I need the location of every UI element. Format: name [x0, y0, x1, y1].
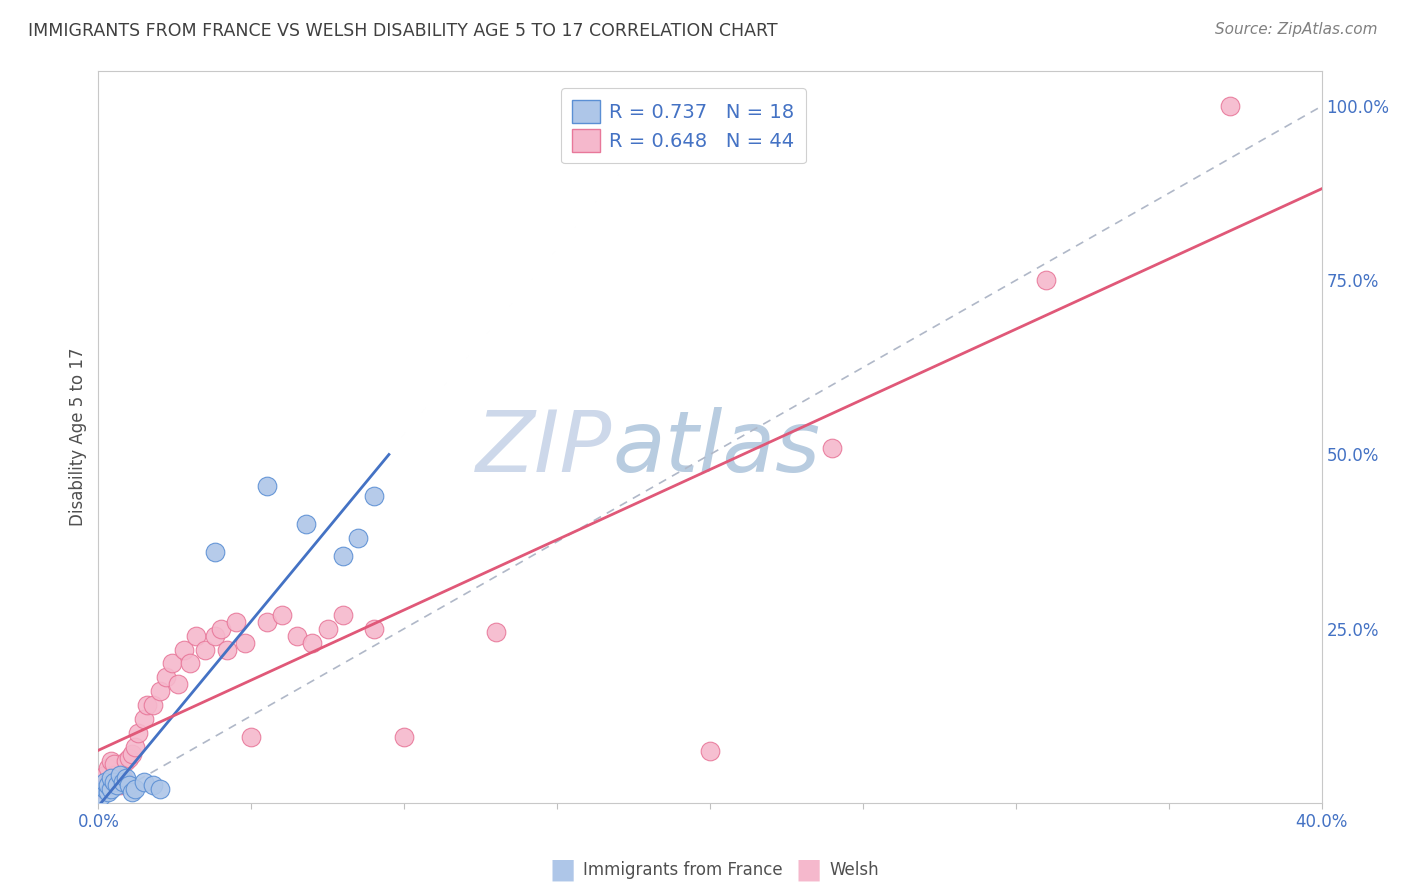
Point [100, 772, 122, 786]
Point [115, 754, 138, 768]
Point [90, 789, 112, 803]
Point [115, 772, 138, 786]
Point [332, 607, 354, 622]
Point [204, 629, 226, 643]
Point [173, 642, 195, 657]
Point [142, 778, 165, 792]
Point [97, 761, 120, 775]
Point [124, 781, 146, 796]
Point [821, 441, 844, 455]
Point [149, 684, 172, 698]
Point [256, 479, 278, 493]
Point [93, 768, 115, 782]
Point [136, 698, 159, 713]
Point [179, 657, 201, 671]
Point [111, 772, 134, 786]
Point [186, 629, 208, 643]
Point [256, 615, 278, 629]
Y-axis label: Disability Age 5 to 17: Disability Age 5 to 17 [69, 348, 87, 526]
Point [93, 778, 115, 792]
Point [118, 750, 141, 764]
Point [155, 670, 177, 684]
Point [142, 698, 165, 713]
Point [233, 635, 256, 649]
Text: IMMIGRANTS FROM FRANCE VS WELSH DISABILITY AGE 5 TO 17 CORRELATION CHART: IMMIGRANTS FROM FRANCE VS WELSH DISABILI… [28, 22, 778, 40]
Point [97, 775, 120, 789]
Point [149, 781, 172, 796]
Point [209, 622, 232, 636]
Point [225, 615, 247, 629]
Point [301, 635, 323, 649]
Text: ZIP: ZIP [475, 407, 612, 490]
Point [124, 740, 146, 755]
Point [363, 622, 385, 636]
Point [1219, 99, 1241, 113]
Point [108, 768, 131, 782]
Point [90, 781, 112, 796]
Point [127, 726, 149, 740]
Point [100, 778, 122, 792]
Text: Source: ZipAtlas.com: Source: ZipAtlas.com [1215, 22, 1378, 37]
Text: atlas: atlas [612, 407, 820, 490]
Text: Immigrants from France: Immigrants from France [583, 861, 783, 879]
Point [363, 489, 385, 503]
Point [118, 778, 141, 792]
Point [111, 775, 134, 789]
Text: ■: ■ [550, 855, 575, 884]
Point [270, 607, 292, 622]
Point [97, 778, 120, 792]
Point [103, 768, 125, 782]
Point [295, 517, 318, 532]
Point [215, 642, 238, 657]
Point [485, 625, 508, 640]
Point [103, 757, 125, 772]
Point [121, 785, 143, 799]
Point [105, 778, 128, 792]
Point [240, 730, 263, 744]
Point [134, 712, 156, 726]
Legend: R = 0.737   N = 18, R = 0.648   N = 44: R = 0.737 N = 18, R = 0.648 N = 44 [561, 88, 806, 163]
Point [285, 629, 308, 643]
Point [1035, 273, 1057, 287]
Point [100, 781, 122, 796]
Point [100, 754, 122, 768]
Point [93, 775, 115, 789]
Point [347, 531, 370, 545]
Point [105, 775, 128, 789]
Point [97, 785, 120, 799]
Point [108, 778, 131, 792]
Point [121, 747, 143, 761]
Point [316, 622, 339, 636]
Point [332, 549, 354, 563]
Point [134, 775, 156, 789]
Point [160, 657, 183, 671]
Text: Welsh: Welsh [830, 861, 879, 879]
Point [699, 743, 721, 757]
Point [204, 545, 226, 559]
Point [167, 677, 190, 691]
Point [103, 775, 125, 789]
Point [392, 730, 416, 744]
Text: ■: ■ [796, 855, 821, 884]
Point [93, 781, 115, 796]
Point [194, 642, 217, 657]
